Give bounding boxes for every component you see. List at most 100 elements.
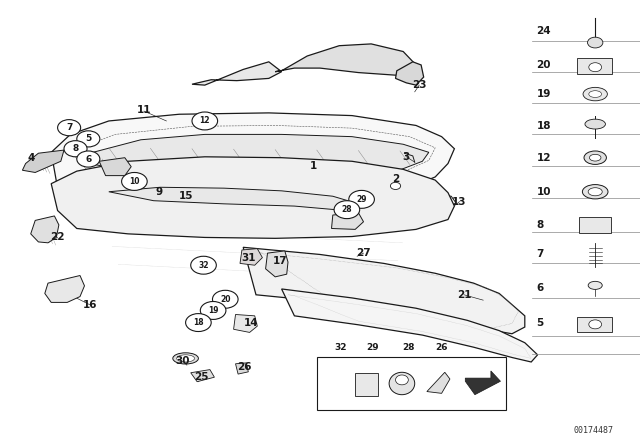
Text: 1: 1 — [310, 161, 317, 171]
Text: 18: 18 — [536, 121, 551, 131]
FancyBboxPatch shape — [317, 357, 506, 410]
Circle shape — [192, 112, 218, 130]
Polygon shape — [332, 213, 364, 229]
Text: 30: 30 — [175, 356, 189, 366]
Ellipse shape — [582, 185, 608, 199]
Circle shape — [186, 314, 211, 332]
Text: 17: 17 — [273, 256, 287, 266]
Text: 5: 5 — [536, 319, 543, 328]
Ellipse shape — [588, 281, 602, 289]
Ellipse shape — [589, 154, 601, 161]
Text: 32: 32 — [334, 343, 347, 352]
Circle shape — [191, 256, 216, 274]
Text: 7: 7 — [66, 123, 72, 132]
Circle shape — [77, 151, 100, 167]
Circle shape — [334, 201, 360, 219]
Text: 5: 5 — [85, 134, 92, 143]
Text: 25: 25 — [195, 372, 209, 382]
Polygon shape — [266, 251, 288, 277]
Ellipse shape — [389, 372, 415, 395]
Circle shape — [212, 290, 238, 308]
Ellipse shape — [396, 375, 408, 385]
Polygon shape — [191, 370, 214, 382]
Polygon shape — [465, 371, 500, 395]
Polygon shape — [427, 372, 450, 393]
Polygon shape — [109, 187, 358, 211]
Circle shape — [58, 120, 81, 136]
Polygon shape — [243, 247, 525, 334]
Polygon shape — [240, 249, 262, 265]
Polygon shape — [90, 134, 429, 176]
Text: 12: 12 — [200, 116, 210, 125]
Text: 31: 31 — [241, 253, 255, 263]
Circle shape — [390, 182, 401, 190]
Text: 28: 28 — [342, 205, 352, 214]
FancyBboxPatch shape — [579, 217, 611, 233]
Text: 29: 29 — [366, 343, 379, 352]
FancyBboxPatch shape — [577, 317, 612, 332]
Circle shape — [77, 131, 100, 147]
Text: 18: 18 — [193, 318, 204, 327]
Ellipse shape — [583, 87, 607, 101]
Circle shape — [200, 302, 226, 319]
Text: 15: 15 — [179, 191, 193, 201]
Text: 2: 2 — [392, 174, 399, 184]
Ellipse shape — [585, 119, 605, 129]
Text: 4: 4 — [27, 153, 35, 163]
Text: 16: 16 — [83, 300, 97, 310]
Text: 10: 10 — [129, 177, 140, 186]
Text: 12: 12 — [536, 153, 551, 163]
Text: 26: 26 — [435, 343, 448, 352]
Polygon shape — [396, 62, 424, 85]
Text: 24: 24 — [536, 26, 551, 36]
Text: 10: 10 — [536, 187, 551, 197]
Text: 20: 20 — [220, 295, 230, 304]
Text: 8: 8 — [536, 220, 543, 230]
Polygon shape — [31, 216, 59, 243]
Circle shape — [64, 141, 87, 157]
Text: 00174487: 00174487 — [573, 426, 613, 435]
Ellipse shape — [173, 353, 198, 364]
Text: 6: 6 — [536, 283, 543, 293]
Text: 26: 26 — [237, 362, 252, 372]
FancyBboxPatch shape — [577, 58, 612, 74]
Text: 21: 21 — [457, 290, 471, 300]
Text: 13: 13 — [452, 197, 467, 207]
Polygon shape — [51, 113, 454, 205]
Text: 19: 19 — [208, 306, 218, 315]
Polygon shape — [99, 158, 131, 176]
Polygon shape — [234, 314, 257, 332]
Text: 32: 32 — [198, 261, 209, 270]
Polygon shape — [282, 289, 538, 362]
Polygon shape — [192, 62, 282, 85]
Circle shape — [589, 63, 602, 72]
Text: 28: 28 — [402, 343, 415, 352]
Circle shape — [349, 190, 374, 208]
Polygon shape — [51, 157, 454, 238]
Ellipse shape — [588, 188, 602, 196]
Text: 8: 8 — [72, 144, 79, 153]
Text: 23: 23 — [412, 80, 426, 90]
FancyBboxPatch shape — [355, 373, 378, 396]
Polygon shape — [45, 276, 84, 302]
Text: 20: 20 — [536, 60, 551, 70]
Polygon shape — [275, 44, 416, 75]
Circle shape — [122, 172, 147, 190]
Polygon shape — [236, 363, 248, 374]
Ellipse shape — [589, 90, 602, 97]
Text: 3: 3 — [403, 152, 410, 162]
Text: 27: 27 — [356, 248, 371, 258]
Circle shape — [589, 320, 602, 329]
Text: 19: 19 — [536, 89, 550, 99]
Text: 14: 14 — [244, 319, 259, 328]
Text: 11: 11 — [137, 105, 151, 115]
Polygon shape — [22, 150, 64, 172]
Text: 6: 6 — [85, 155, 92, 164]
Ellipse shape — [177, 355, 195, 362]
Text: 9: 9 — [155, 187, 163, 197]
Text: 29: 29 — [356, 195, 367, 204]
Text: 7: 7 — [536, 250, 544, 259]
Ellipse shape — [584, 151, 607, 164]
Text: 22: 22 — [51, 233, 65, 242]
Circle shape — [588, 37, 603, 48]
